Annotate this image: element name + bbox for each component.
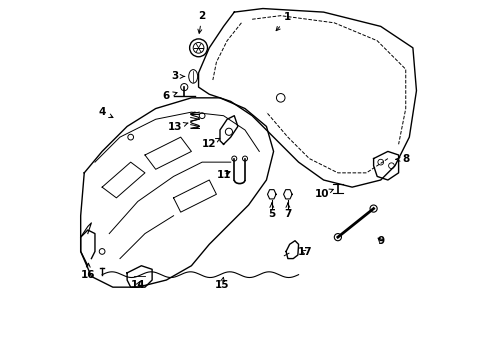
Text: 11: 11 <box>216 170 231 180</box>
Text: 16: 16 <box>80 263 95 280</box>
Text: 9: 9 <box>377 236 384 246</box>
Text: 7: 7 <box>284 203 292 219</box>
Text: 6: 6 <box>163 91 177 101</box>
Text: 5: 5 <box>268 203 275 219</box>
Text: 17: 17 <box>298 247 312 257</box>
Text: 13: 13 <box>168 122 188 132</box>
Text: 1: 1 <box>276 13 292 31</box>
Text: 3: 3 <box>172 71 185 81</box>
Text: 8: 8 <box>396 154 409 164</box>
Text: 14: 14 <box>130 280 145 291</box>
Text: 2: 2 <box>198 11 206 33</box>
Text: 15: 15 <box>215 277 229 291</box>
Text: 4: 4 <box>98 107 113 118</box>
Text: 10: 10 <box>315 189 333 199</box>
Text: 12: 12 <box>202 138 220 149</box>
